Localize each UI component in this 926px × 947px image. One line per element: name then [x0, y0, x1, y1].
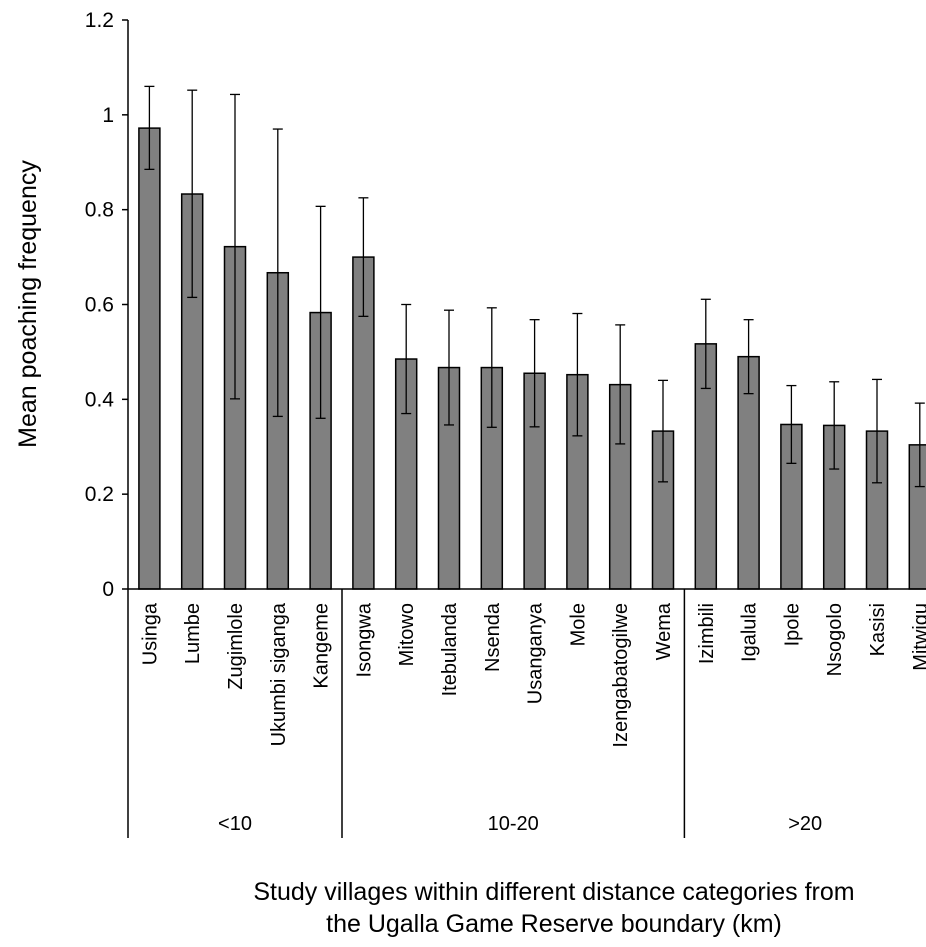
bar	[138, 127, 161, 590]
x-tick-label: Usinga	[139, 602, 161, 665]
y-tick-label: 0.6	[85, 294, 114, 317]
x-tick-label: Isongwa	[353, 602, 375, 677]
bar	[908, 444, 926, 590]
group-label: <10	[218, 813, 252, 835]
x-tick-label: Nsogolo	[824, 603, 846, 676]
y-tick-label: 0.8	[85, 199, 114, 222]
x-tick-label: Kangeme	[311, 603, 333, 689]
x-tick-label: Mitowo	[396, 603, 418, 666]
x-tick-label: Izimbili	[696, 603, 718, 664]
x-tick-label: Igalula	[739, 602, 761, 662]
x-tick-label: Lumbe	[182, 603, 204, 664]
x-tick-label: Kasisi	[867, 603, 889, 656]
x-axis-label-line-1: Study villages within different distance…	[253, 878, 854, 906]
x-axis-label-line-2: the Ugalla Game Reserve boundary (km)	[326, 910, 782, 938]
x-tick-label: Itebulanda	[439, 602, 461, 696]
x-tick-label: Ukumbi siganga	[268, 602, 290, 746]
plot-area: 0 0.2 0.4 0.6 0.8 1 1.2 Usinga Lumbe Zugimlole Uku…	[85, 9, 926, 838]
y-axis-label: Mean poaching frequency	[14, 160, 42, 448]
y-tick-label: 1.2	[85, 9, 114, 32]
y-tick-label: 0	[102, 578, 114, 601]
x-tick-label: Mole	[567, 603, 589, 646]
x-tick-label: Ipole	[781, 603, 803, 646]
y-tick-label: 0.2	[85, 483, 114, 506]
x-tick-label: Usanganya	[525, 602, 547, 704]
y-tick-label: 1	[102, 104, 114, 127]
group-label: 10-20	[488, 813, 539, 835]
group-label: >20	[788, 813, 822, 835]
x-tick-label: Izengabatogilwe	[610, 603, 632, 748]
x-tick-label: Wema	[653, 602, 675, 660]
x-tick-label: Zugimlole	[225, 603, 247, 690]
x-tick-label: Nsenda	[482, 602, 504, 672]
y-tick-label: 0.4	[85, 388, 115, 411]
x-tick-label: Mitwigu	[910, 603, 926, 671]
